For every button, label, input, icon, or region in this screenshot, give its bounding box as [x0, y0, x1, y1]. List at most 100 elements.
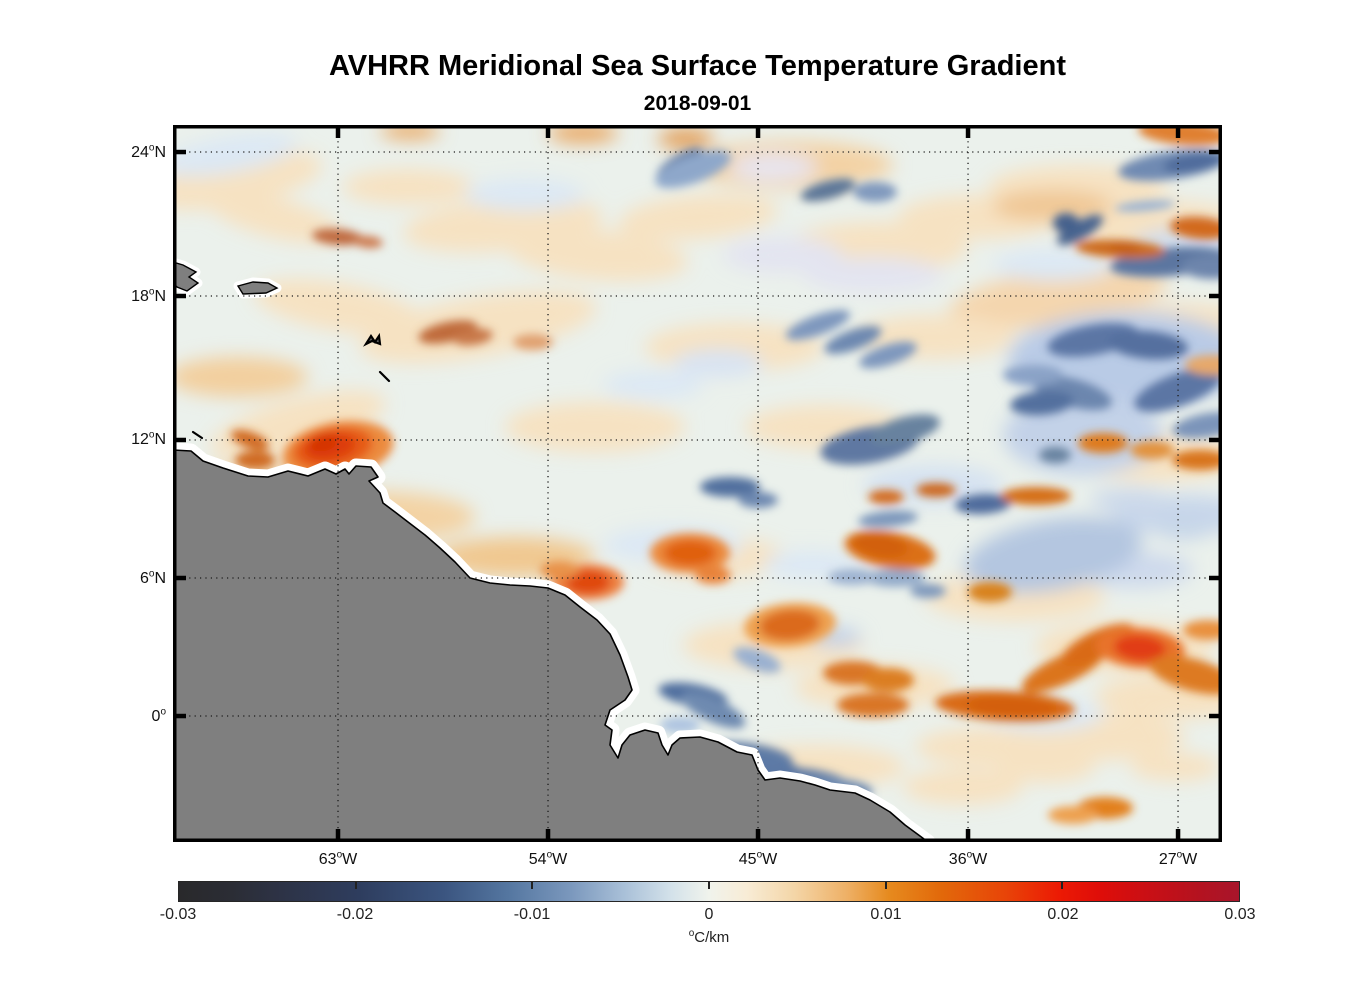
field-blob [1110, 240, 1140, 254]
figure-subtitle: 2018-09-01 [643, 92, 752, 115]
field-blob [910, 584, 946, 598]
field-blob [858, 510, 918, 528]
colorbar-gradient [179, 882, 1239, 901]
colorbar [178, 881, 1240, 902]
field-blob [695, 566, 731, 584]
field-blob [828, 569, 878, 585]
colorbar-tick [354, 882, 357, 889]
field-blob [1057, 214, 1103, 246]
field-blob [312, 228, 364, 246]
field-blob [548, 125, 618, 143]
field-blob [1053, 213, 1079, 233]
field-blob [785, 310, 851, 340]
field-blob [673, 349, 763, 377]
field-blob [1185, 355, 1222, 375]
field-blob [700, 477, 760, 497]
field-blob [1130, 441, 1174, 459]
field-blob [235, 451, 275, 469]
field-blob [903, 769, 1023, 805]
field-blob [865, 569, 925, 587]
field-blob [1130, 753, 1220, 781]
field-blob [738, 492, 778, 508]
field-blob [343, 169, 473, 205]
field-blob [968, 696, 1058, 718]
x-axis-label: 36oW [948, 849, 988, 868]
small-island-speck [362, 332, 382, 347]
field-blob [1114, 634, 1166, 662]
colorbar-tick [531, 882, 534, 889]
field-blob [852, 532, 908, 558]
x-axis-label: 27oW [1158, 849, 1198, 868]
field-blob [1090, 488, 1170, 512]
colorbar-tick-label: 0.02 [1047, 906, 1079, 923]
field-blob [353, 235, 383, 249]
field-blob [603, 371, 703, 399]
y-axis-label: 18oN [131, 286, 166, 305]
field-blob [465, 179, 585, 211]
field-blob [1172, 411, 1222, 439]
field-blob [566, 570, 610, 594]
colorbar-tick-label: -0.02 [336, 906, 374, 923]
field-blob [955, 493, 1011, 515]
land-mask [173, 257, 936, 842]
field-blob [173, 357, 308, 397]
field-blob [728, 153, 818, 181]
field-blob [1172, 450, 1222, 470]
field-blob [359, 290, 597, 364]
field-blob [993, 249, 1113, 281]
field-blob [664, 540, 716, 566]
field-blob [1001, 487, 1071, 505]
field-blob [853, 182, 897, 202]
land-polygon [173, 449, 929, 842]
field-blob [1048, 806, 1098, 824]
field-blob [618, 194, 778, 240]
field-blob [309, 434, 337, 452]
field-blob [968, 582, 1012, 602]
field-blob [540, 561, 580, 579]
field-blob [1149, 655, 1222, 695]
x-axis-label: 63oW [318, 849, 358, 868]
colorbar-tick-label: 0.03 [1224, 906, 1256, 923]
field-blob [1003, 365, 1063, 385]
x-axis-label: 54oW [528, 849, 568, 868]
field-blob [760, 609, 820, 641]
small-island-speck [378, 370, 391, 383]
colorbar-tick [708, 882, 710, 889]
colorbar-tick [884, 882, 887, 889]
field-blob [1153, 516, 1213, 540]
field-blob [1078, 433, 1128, 453]
colorbar-tick-label: 0 [704, 906, 714, 923]
y-axis-label: 6oN [139, 568, 166, 587]
y-axis-label: 24oN [131, 142, 166, 161]
field-blob [513, 334, 553, 350]
field-blob [173, 133, 298, 177]
field-blob [837, 693, 909, 717]
field-blob [964, 517, 1142, 593]
field-blob [1170, 216, 1222, 240]
field-blob [995, 751, 1095, 783]
y-axis-label: 0o [151, 706, 166, 725]
small-island-speck [191, 430, 204, 440]
field-blob [1181, 255, 1222, 279]
degree-symbol: o [688, 928, 695, 939]
x-axis-label: 45oW [738, 849, 778, 868]
field-blob [453, 328, 493, 346]
field-blob [1039, 447, 1071, 463]
field-blob [800, 178, 856, 202]
field-blob [231, 429, 269, 451]
colorbar-tick-label: -0.03 [159, 906, 197, 923]
colorbar-tick-label: -0.01 [513, 906, 551, 923]
field-blob [1183, 620, 1222, 640]
field-blob [660, 717, 700, 733]
field-blob [862, 668, 914, 692]
field-blob [916, 483, 956, 497]
colorbar-tick [1061, 882, 1064, 889]
field-blob [723, 237, 843, 273]
field-blob [680, 691, 746, 729]
field-blob [205, 190, 341, 244]
sst-gradient-field-features [231, 125, 1222, 824]
graticule [173, 125, 1222, 842]
field-blob [733, 647, 781, 673]
field-blob [1010, 390, 1074, 416]
figure-title: AVHRR Meridional Sea Surface Temperature… [328, 50, 1066, 82]
